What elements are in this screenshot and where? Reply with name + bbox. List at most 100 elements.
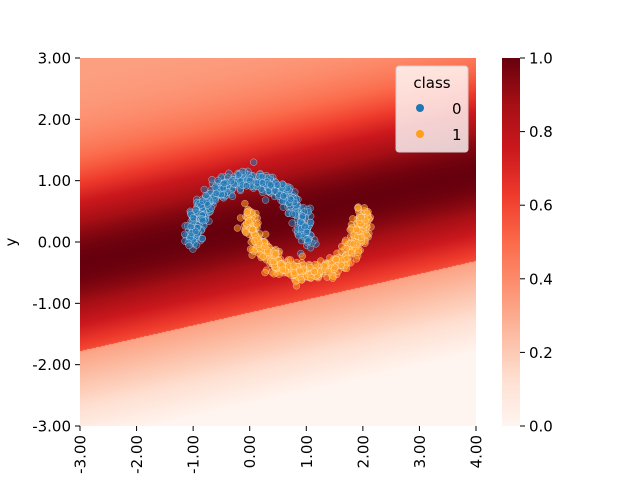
y-axis-label: y — [2, 237, 20, 246]
scatter-point — [290, 262, 298, 270]
scatter-point — [246, 245, 255, 253]
scatter-point — [310, 267, 318, 276]
scatter-point — [227, 177, 235, 185]
scatter-point — [298, 212, 307, 220]
scatter-point — [268, 268, 276, 276]
scatter-point — [267, 181, 275, 189]
scatter-point — [208, 176, 216, 184]
legend-title: class — [413, 74, 450, 92]
scatter-point — [329, 274, 337, 282]
x-tick-label: 2.00 — [354, 435, 372, 468]
scatter-point — [271, 187, 279, 195]
scatter-point — [286, 256, 295, 264]
scatter-point — [347, 259, 355, 267]
scatter-point — [287, 195, 295, 203]
legend-label: 1 — [452, 126, 462, 144]
scatter-point — [241, 228, 250, 236]
legend-marker — [416, 104, 424, 112]
scatter-point — [332, 255, 340, 264]
scatter-point — [198, 234, 207, 243]
x-tick-label: -1.00 — [185, 435, 203, 474]
scatter-point — [234, 171, 243, 179]
scatter-point — [357, 233, 366, 242]
x-tick-label: 4.00 — [468, 435, 486, 468]
scatter-point — [261, 242, 269, 251]
scatter-point — [349, 240, 358, 248]
scatter-point — [253, 220, 261, 228]
colorbar-tick-label: 0.6 — [529, 197, 553, 215]
scatter-point — [342, 264, 351, 273]
y-tick-label: 2.00 — [38, 111, 71, 129]
scatter-point — [220, 179, 228, 187]
scatter-point — [298, 252, 306, 260]
scatter-point — [199, 217, 207, 225]
scatter-point — [199, 197, 207, 205]
scatter-point — [288, 219, 296, 227]
colorbar-tick-label: 0.4 — [529, 270, 553, 288]
scatter-point — [288, 210, 297, 218]
x-tick-label: 1.00 — [298, 435, 316, 468]
scatter-point — [248, 225, 256, 234]
scatter-point — [295, 232, 303, 240]
scatter-point — [349, 215, 357, 223]
scatter-point — [200, 185, 208, 194]
scatter-point — [360, 204, 368, 212]
scatter-point — [258, 179, 267, 187]
colorbar-gradient — [502, 58, 520, 426]
scatter-point — [297, 276, 306, 284]
scatter-point — [352, 255, 360, 263]
legend-label: 0 — [452, 100, 462, 118]
legend-box — [395, 65, 469, 153]
scatter-point — [214, 176, 222, 185]
scatter-point — [242, 182, 251, 190]
x-tick-label: -2.00 — [128, 435, 146, 474]
y-tick-label: 0.00 — [38, 234, 71, 252]
y-tick-label: -2.00 — [32, 356, 71, 374]
scatter-point — [191, 227, 200, 235]
scatter-point — [296, 267, 304, 275]
x-tick-label: -3.00 — [72, 435, 90, 474]
scatter-point — [277, 260, 285, 268]
scatter-point — [243, 208, 251, 216]
scatter-point — [211, 196, 220, 204]
scatter-point — [189, 214, 197, 222]
y-tick-label: -3.00 — [32, 418, 71, 436]
scatter-point — [245, 217, 253, 225]
scatter-point — [212, 189, 220, 197]
y-tick-label: -1.00 — [32, 295, 71, 313]
scatter-point — [262, 230, 270, 238]
colorbar-tick-label: 0.2 — [529, 344, 553, 362]
scatter-point — [241, 199, 249, 208]
y-tick-label: 1.00 — [38, 172, 71, 190]
scatter-point — [211, 183, 219, 191]
scatter-point — [301, 222, 309, 231]
scatter-point — [271, 250, 279, 258]
scatter-point — [193, 241, 201, 249]
series-0 — [181, 158, 320, 258]
colorbar: 0.0 0.2 0.4 0.6 0.8 1.0 — [502, 50, 553, 436]
scatter-point — [233, 224, 242, 232]
colorbar-tick-label: 0.8 — [529, 123, 553, 141]
scatter-point — [338, 242, 346, 251]
scatter-points — [181, 158, 375, 290]
scatter-point — [250, 158, 258, 166]
scatter-point — [326, 254, 334, 262]
scatter-point — [251, 237, 259, 245]
scatter-point — [270, 257, 278, 266]
scatter-point — [258, 172, 266, 181]
x-tick-label: 3.00 — [411, 435, 429, 468]
scatter-point — [185, 241, 193, 250]
scatter-point — [304, 237, 312, 245]
scatter-point — [307, 218, 315, 227]
scatter-point — [347, 248, 356, 257]
y-tick-label: 3.00 — [38, 50, 71, 68]
scatter-point — [354, 248, 362, 256]
scatter-point — [262, 196, 270, 204]
scatter-point — [259, 252, 267, 261]
series-1 — [233, 199, 375, 290]
scatter-point — [228, 192, 237, 200]
colorbar-tick-label: 0.0 — [529, 418, 553, 436]
scatter-point — [357, 213, 365, 222]
